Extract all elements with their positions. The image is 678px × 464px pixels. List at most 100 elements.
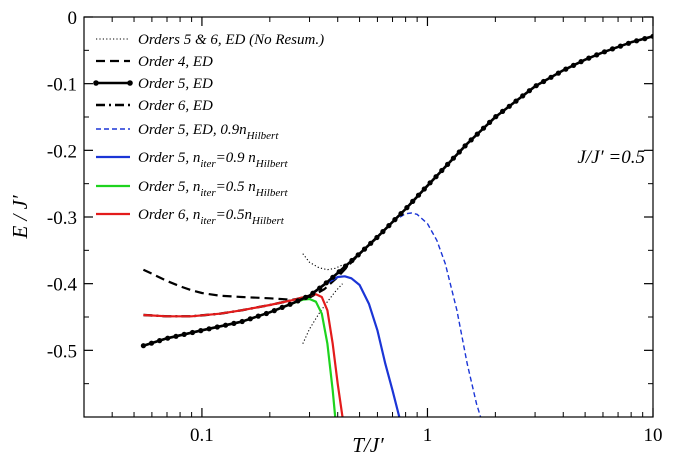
series-3-marker [380,229,386,235]
x-tick-label: 1 [423,425,433,446]
chart-annotation: J/J′ =0.5 [577,147,645,168]
series-3-marker [480,125,487,131]
y-axis-label: E / J′ [8,195,32,239]
series-3-marker [214,324,220,330]
series-3-marker [533,83,539,89]
series-3-marker [609,46,616,52]
series-3-marker [617,43,624,49]
series-3-marker [189,329,196,336]
series-3-marker [303,294,309,300]
series-3-marker [247,316,253,322]
x-tick-label: 0.1 [190,425,214,446]
series-3-marker [287,301,293,307]
series-3-marker [323,280,329,286]
series-3-marker [404,205,410,211]
series-3-marker [330,274,336,280]
series-3-marker [279,304,285,310]
series-3-marker [386,223,392,229]
series-3-marker [625,40,632,46]
y-tick-label: -0.4 [47,275,78,296]
x-axis-label: T/J′ [352,433,384,457]
legend-label-3: Order 5, ED [138,76,213,92]
series-3-marker [206,326,212,332]
series-3-marker [181,331,187,337]
series-3-marker [165,335,171,341]
series-3-marker [392,217,398,223]
legend: Orders 5 & 6, ED (No Resum.) Order 4, ED O… [93,32,324,227]
series-3-marker [563,66,569,72]
series-3-marker [586,55,592,61]
series-3-marker [445,161,451,167]
legend-marker [93,80,99,86]
series-3-marker [255,313,261,319]
series-3-marker [317,285,323,291]
series-3-marker [157,338,163,344]
series-3-marker [642,36,648,42]
series-3-marker [421,186,427,192]
series-3-marker [555,70,562,76]
series-3-marker [342,263,349,269]
legend-label-8: Order 6, niter=0.5nHilbert [138,207,285,227]
series-3-marker [493,114,499,120]
series-3-marker [456,149,462,155]
series-3-marker [650,33,653,39]
series-3-marker [361,246,368,252]
y-tick-label: 0 [68,8,78,29]
series-3-marker [223,322,229,328]
y-tick-label: -0.1 [47,75,77,96]
series-3-marker [410,198,416,204]
series-3-marker [541,78,547,85]
series-3-marker [468,137,474,143]
series-3-marker [263,310,269,317]
series-3-marker [474,131,480,137]
series-3-marker [374,234,380,241]
series-3-marker [198,328,204,334]
series-3-marker [427,180,433,186]
series-3-marker [487,119,493,125]
series-3-marker [355,252,361,258]
series-3-marker [500,108,506,114]
series-line-1-part-2 [302,283,343,344]
series-3-marker [594,52,600,58]
series-3-marker [462,143,468,149]
y-tick-label: -0.5 [47,341,77,362]
series-3-marker [433,174,439,180]
series-line-2 [142,252,361,301]
ticks-layer: 0 -0.1 -0.2 -0.3 -0.4 -0.5 0.1 1 10 [47,8,663,446]
legend-label-5: Order 5, ED, 0.9nHilbert [138,122,279,142]
series-3-marker [520,93,526,99]
y-tick-label: -0.2 [47,141,77,162]
series-3-marker [271,308,277,314]
y-tick-label: -0.3 [47,208,77,229]
series-3-marker [415,192,422,198]
series-layer [140,33,653,417]
series-3-marker [513,98,519,104]
series-line-8 [143,293,344,417]
series-3-marker [439,167,445,174]
series-3-marker [295,298,301,304]
series-3-marker [578,59,584,65]
series-3-marker [349,257,355,264]
series-3-marker [601,49,608,55]
series-3-marker [450,155,456,161]
series-3-marker [570,62,577,68]
series-3-marker [148,340,155,346]
series-3-marker [368,240,374,246]
series-3-marker [506,103,512,109]
legend-label-4: Order 6, ED [138,98,213,114]
legend-marker [127,80,133,86]
series-3-marker [231,320,237,326]
series-3-marker [239,318,245,325]
series-3-marker [398,211,404,217]
legend-label-2: Order 4, ED [138,54,213,70]
series-3-marker [140,343,146,349]
series-3-marker [526,88,533,94]
x-tick-label: 10 [644,425,663,446]
series-3-marker [634,38,640,44]
series-3-marker [548,74,554,80]
legend-label-1: Orders 5 & 6, ED (No Resum.) [138,32,324,48]
legend-label-7: Order 5, niter=0.5 nHilbert [138,179,288,199]
series-3-marker [173,333,179,339]
series-3-marker [336,269,342,275]
